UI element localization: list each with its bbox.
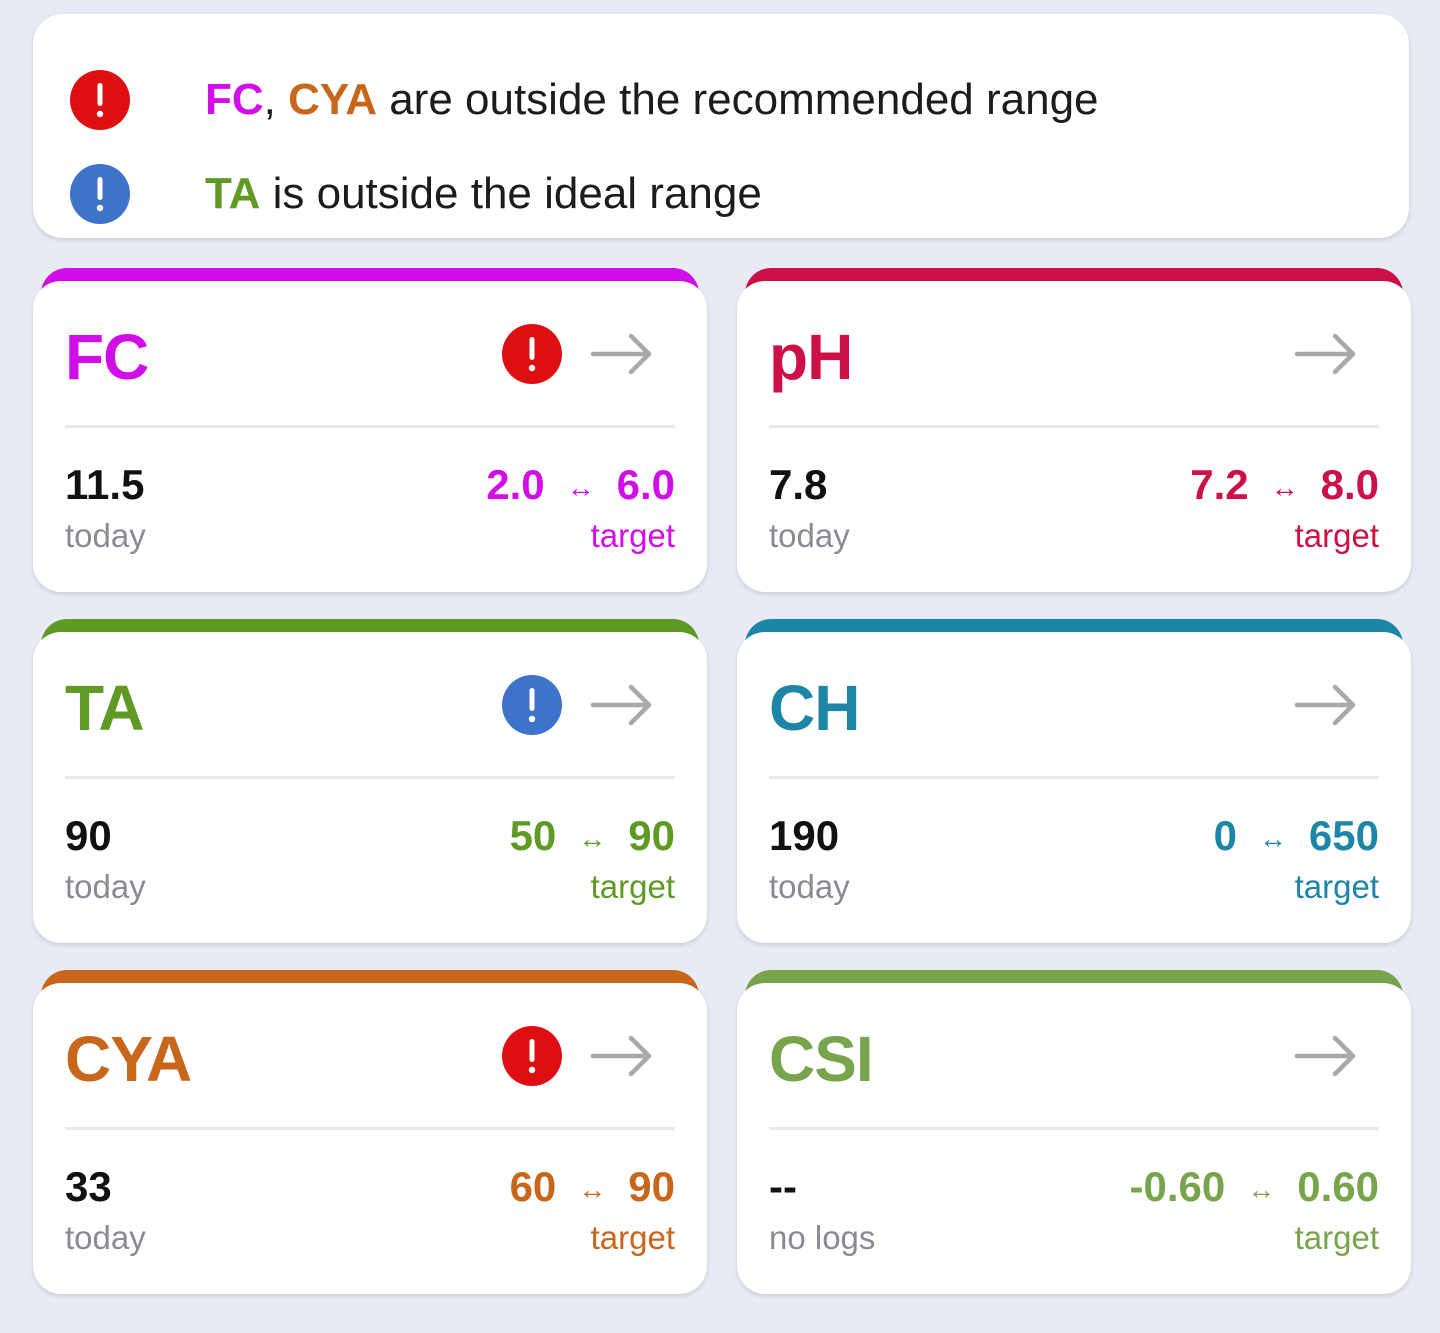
range-separator: ↔ <box>1258 823 1287 854</box>
alert-ideal-message: is outside the ideal range <box>260 169 762 218</box>
alert-param-fc: FC <box>205 75 264 124</box>
card-divider <box>769 1127 1379 1130</box>
today-label: today <box>65 868 146 905</box>
target-high: 90 <box>628 1163 675 1210</box>
card-title: CSI <box>769 1023 874 1095</box>
today-label: today <box>65 1219 146 1256</box>
target-high: 6.0 <box>616 461 675 508</box>
range-separator: ↔ <box>1247 1174 1276 1205</box>
arrow-right-icon[interactable] <box>1293 682 1359 728</box>
card-cya[interactable]: CYA 33 today 60 ↔ 90 target <box>33 970 707 1294</box>
target-low: -0.60 <box>1129 1163 1226 1210</box>
target-range: 60 ↔ 90 <box>510 1163 675 1211</box>
card-body: CYA 33 today 60 ↔ 90 target <box>33 983 707 1294</box>
today-value: -- <box>769 1163 797 1210</box>
card-body: CSI -- no logs -0.60 ↔ 0.60 target <box>737 983 1411 1294</box>
target-low: 2.0 <box>486 461 545 508</box>
target-high: 8.0 <box>1320 461 1379 508</box>
card-fc[interactable]: FC 11.5 today 2.0 ↔ 6.0 target <box>33 268 707 592</box>
alert-recommended-range[interactable]: FC, CYA are outside the recommended rang… <box>69 68 1099 132</box>
today-label: no logs <box>769 1219 876 1256</box>
exclamation-red-icon <box>70 70 130 130</box>
range-separator: ↔ <box>1270 472 1299 503</box>
today-value: 7.8 <box>769 461 828 508</box>
card-body: CH 190 today 0 ↔ 650 target <box>737 632 1411 943</box>
alert-param-separator: , <box>263 75 289 124</box>
target-label: target <box>590 868 675 905</box>
card-title: CH <box>769 672 860 744</box>
today-label: today <box>65 517 146 554</box>
card-title: FC <box>65 321 149 393</box>
card-title: pH <box>769 321 853 393</box>
today-value: 11.5 <box>65 461 145 508</box>
arrow-right-icon[interactable] <box>589 331 655 377</box>
target-low: 60 <box>509 1163 557 1210</box>
card-divider <box>65 776 675 779</box>
range-separator: ↔ <box>566 472 595 503</box>
target-high: 0.60 <box>1297 1163 1379 1210</box>
alert-recommended-text: FC, CYA are outside the recommended rang… <box>205 75 1099 125</box>
exclamation-blue-icon <box>502 675 562 735</box>
target-low: 7.2 <box>1190 461 1249 508</box>
card-divider <box>65 1127 675 1130</box>
target-low: 50 <box>509 812 557 859</box>
card-title: CYA <box>65 1023 192 1095</box>
target-label: target <box>590 1219 675 1256</box>
range-separator: ↔ <box>578 1174 607 1205</box>
exclamation-red-icon <box>502 1026 562 1086</box>
card-title: TA <box>65 672 145 744</box>
card-body: TA 90 today 50 ↔ 90 target <box>33 632 707 943</box>
card-divider <box>65 425 675 428</box>
today-label: today <box>769 517 850 554</box>
target-label: target <box>1294 517 1379 554</box>
target-range: 7.2 ↔ 8.0 <box>1190 461 1379 509</box>
target-label: target <box>590 517 675 554</box>
card-divider <box>769 776 1379 779</box>
range-separator: ↔ <box>578 823 607 854</box>
alert-ideal-text: TA is outside the ideal range <box>205 169 762 219</box>
card-body: pH 7.8 today 7.2 ↔ 8.0 target <box>737 281 1411 592</box>
card-ta[interactable]: TA 90 today 50 ↔ 90 target <box>33 619 707 943</box>
alert-param-ta: TA <box>205 169 261 218</box>
target-high: 650 <box>1308 812 1379 859</box>
card-ch[interactable]: CH 190 today 0 ↔ 650 target <box>737 619 1411 943</box>
target-label: target <box>1294 868 1379 905</box>
alert-ideal-range[interactable]: TA is outside the ideal range <box>69 162 762 226</box>
card-csi[interactable]: CSI -- no logs -0.60 ↔ 0.60 target <box>737 970 1411 1294</box>
card-ph[interactable]: pH 7.8 today 7.2 ↔ 8.0 target <box>737 268 1411 592</box>
arrow-right-icon[interactable] <box>1293 1033 1359 1079</box>
arrow-right-icon[interactable] <box>1293 331 1359 377</box>
target-high: 90 <box>628 812 675 859</box>
target-range: 50 ↔ 90 <box>510 812 675 860</box>
card-divider <box>769 425 1379 428</box>
exclamation-red-icon <box>502 324 562 384</box>
today-value: 190 <box>769 812 840 859</box>
arrow-right-icon[interactable] <box>589 682 655 728</box>
arrow-right-icon[interactable] <box>589 1033 655 1079</box>
today-value: 33 <box>65 1163 112 1210</box>
alert-recommended-message: are outside the recommended range <box>376 75 1099 124</box>
target-range: 2.0 ↔ 6.0 <box>486 461 675 509</box>
target-low: 0 <box>1213 812 1237 859</box>
alerts-panel: FC, CYA are outside the recommended rang… <box>33 14 1409 238</box>
target-range: 0 ↔ 650 <box>1214 812 1379 860</box>
target-range: -0.60 ↔ 0.60 <box>1130 1163 1379 1211</box>
today-label: today <box>769 868 850 905</box>
card-body: FC 11.5 today 2.0 ↔ 6.0 target <box>33 281 707 592</box>
today-value: 90 <box>65 812 112 859</box>
target-label: target <box>1294 1219 1379 1256</box>
alert-param-cya: CYA <box>288 75 377 124</box>
exclamation-blue-icon <box>70 164 130 224</box>
